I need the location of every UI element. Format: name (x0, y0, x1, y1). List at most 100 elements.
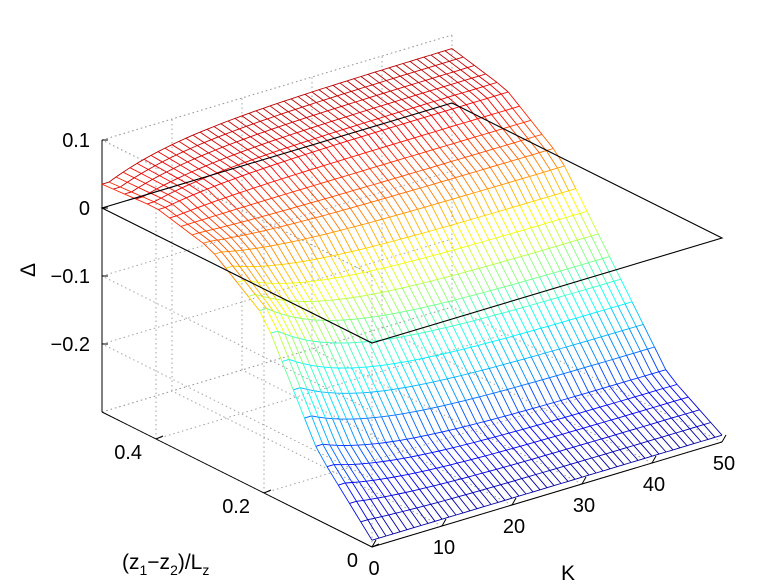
surface-line-k (573, 446, 586, 461)
surface-line-k (376, 269, 389, 292)
surface-line-k (609, 385, 622, 402)
surface-line-k (523, 358, 536, 382)
surface-line-k (178, 200, 191, 211)
surface-line-k (607, 334, 620, 358)
surface-line-k (571, 415, 584, 429)
surface-line-k (343, 93, 356, 103)
surface-line-k (593, 338, 606, 362)
surface-line-k (571, 293, 584, 317)
surface-line-k (355, 273, 368, 296)
surface-line-k (195, 181, 208, 190)
surface-line-k (262, 168, 275, 182)
axes (101, 139, 727, 548)
surface-line-k (432, 149, 445, 164)
surface-line-k (624, 303, 637, 327)
surface-line-k (414, 472, 427, 488)
surface-line-k (357, 444, 370, 464)
surface-line-k (216, 239, 229, 252)
surface-line-k (489, 167, 502, 186)
surface-line-k (553, 272, 566, 296)
surface-line-k (303, 129, 316, 139)
surface-line-k (545, 455, 558, 469)
gridline-floor-k (241, 369, 513, 506)
surface-line-k (539, 406, 552, 422)
surface-line-k (522, 428, 535, 443)
surface-line-k (350, 445, 363, 465)
surface-line-k (201, 219, 214, 230)
surface-line-k (493, 392, 506, 417)
surface-line-k (647, 348, 660, 372)
surface-line-k (135, 198, 148, 205)
surface-line-k (327, 278, 340, 300)
surface-line-k (439, 253, 452, 277)
surface-line-k (274, 180, 287, 195)
surface-line-k (310, 202, 323, 217)
surface-line-k (460, 247, 473, 271)
surface-line-k (583, 237, 596, 261)
surface-line-k (176, 154, 188, 163)
surface-line-k (405, 191, 418, 210)
surface-line-k (501, 184, 514, 208)
surface-line-k (507, 482, 520, 497)
surface-line-k (334, 392, 347, 420)
surface-line-k (556, 375, 569, 399)
surface-line-k (549, 470, 562, 484)
surface-line-k (297, 96, 310, 106)
surface-line-k (208, 152, 220, 161)
surface-line-k (181, 187, 194, 196)
surface-line-k (605, 361, 618, 385)
surface-line-k (258, 231, 271, 247)
surface-line-k (517, 158, 530, 177)
surface-line-k (308, 319, 321, 343)
surface-line-k (419, 489, 432, 505)
surface-line-k (401, 99, 414, 109)
surface-line-k (250, 136, 263, 145)
surface-line-k (334, 277, 347, 299)
surface-line-k (549, 377, 562, 401)
surface-line-k (431, 452, 444, 467)
surface-line-k (578, 412, 591, 427)
surface-line-k (530, 356, 543, 380)
surface-line-k (169, 158, 181, 166)
surface-line-k (526, 443, 539, 458)
surface-line-k (418, 384, 431, 409)
surface-line-k (512, 107, 525, 123)
surface-line-k (288, 263, 301, 283)
surface-line-k (326, 342, 339, 369)
surface-line-k (362, 272, 375, 295)
surface-line-k (434, 304, 447, 328)
surface-line-k (466, 443, 479, 459)
surface-line-k (377, 497, 390, 516)
surface-line-k (692, 411, 705, 425)
surface-line-k (530, 119, 543, 135)
surface-line-k (421, 471, 434, 487)
surface-line-k (476, 294, 489, 318)
surface-line-k (259, 310, 272, 334)
surface-line-k (422, 169, 435, 185)
surface-line-k (416, 507, 429, 524)
surface-line-k (268, 214, 281, 228)
surface-line-k (257, 202, 270, 215)
surface-line-k (282, 136, 295, 146)
surface-line-k (254, 294, 267, 309)
surface-line-k (424, 453, 437, 469)
surface-line-k (272, 152, 285, 162)
surface-line-k (627, 398, 640, 412)
surface-line-k (298, 240, 311, 261)
surface-line-k (547, 326, 560, 350)
surface-line-k (394, 101, 407, 111)
surface-line-k (440, 483, 453, 499)
surface-line-k (358, 481, 371, 500)
surface-line-k (612, 359, 625, 383)
surface-line-k (162, 161, 174, 169)
surface-line-k (381, 416, 394, 442)
surface-line-k (409, 121, 422, 136)
x-tick-mark (511, 497, 517, 506)
surface-line-k (538, 152, 551, 171)
surface-line-k (514, 387, 527, 411)
surface-line-k (322, 320, 335, 344)
surface-line-k (605, 453, 618, 467)
surface-line-k (515, 430, 528, 445)
surface-line-k (407, 237, 420, 260)
